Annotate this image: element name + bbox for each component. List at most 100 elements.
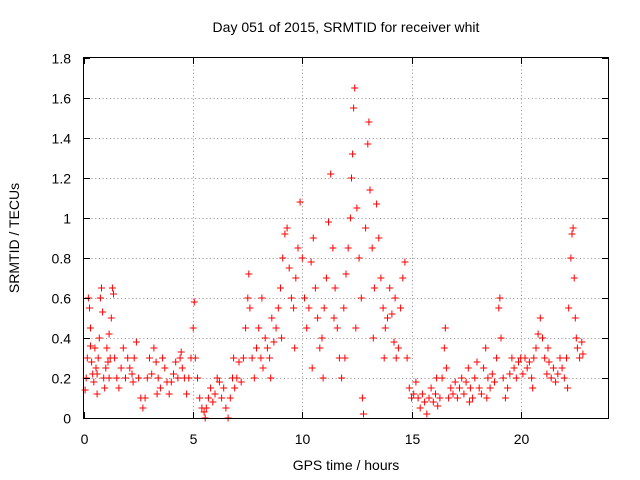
x-tick-label: 0 [81,431,89,447]
data-point [529,384,537,392]
data-point [504,384,512,392]
data-point [93,370,101,378]
data-point [483,394,491,402]
data-point [88,358,96,366]
data-point [355,254,363,262]
data-point [379,304,387,312]
data-point [365,118,373,126]
data-point [83,354,91,362]
data-point [183,390,191,398]
data-point [194,374,201,382]
data-point [152,358,160,366]
data-point [394,344,402,352]
data-point [211,390,219,398]
data-point [292,274,300,282]
data-point [311,284,319,292]
data-point [231,384,239,392]
data-point [209,398,217,406]
data-point [447,384,455,392]
data-point [165,390,173,398]
data-point [148,370,156,378]
data-point [381,324,389,332]
data-point [135,374,143,382]
data-point [283,224,291,232]
data-point [331,284,339,292]
data-point [388,310,396,318]
data-point [348,174,355,182]
y-tick-label: 0.4 [52,331,72,347]
y-tick-label: 1.2 [52,171,72,187]
data-point [245,270,253,278]
data-point [226,394,234,402]
data-point [341,354,349,362]
data-point [573,344,581,352]
y-tick-label: 1.6 [52,91,72,107]
data-point [117,364,125,372]
data-point [414,394,422,402]
data-point [167,378,175,386]
data-point [547,374,555,382]
data-point [416,404,424,412]
y-tick-label: 0.2 [52,371,72,387]
data-point [405,384,413,392]
data-point [429,398,437,406]
data-point [146,354,153,362]
data-point [445,394,453,402]
data-point [330,314,338,322]
data-point [350,104,358,112]
data-point [392,354,400,362]
data-point [506,370,514,378]
data-point [111,354,119,362]
data-point [218,394,226,402]
data-point [220,384,228,392]
data-point [528,374,536,382]
data-point [501,394,509,402]
data-point [107,314,115,322]
data-point [539,334,546,342]
data-point [560,374,568,382]
y-tick-label: 1.4 [52,131,72,147]
data-point [296,198,304,206]
data-point [480,364,488,372]
data-point [87,342,94,350]
data-point [113,374,121,382]
data-point [305,304,313,312]
data-point [571,314,579,322]
data-point [449,390,457,398]
axis-ticks [84,58,608,419]
data-point [486,384,494,392]
data-point [319,374,327,382]
data-point [434,402,442,410]
data-point [161,364,169,372]
data-point [357,294,365,302]
data-point [554,370,562,378]
data-point [425,394,433,402]
data-point [482,344,490,352]
data-point [423,410,431,418]
y-tick-label: 0.8 [52,251,72,267]
data-point [139,404,147,412]
data-point [493,354,501,362]
data-point [572,334,580,342]
data-point [460,390,468,398]
data-point [279,254,287,262]
data-point [491,378,498,386]
data-points [81,84,587,422]
data-point [143,374,151,382]
data-point [257,354,265,362]
data-point [156,384,164,392]
data-point [549,364,557,372]
data-point [353,204,361,212]
data-point [552,378,560,386]
data-point [141,394,149,402]
data-point [352,324,360,332]
data-point [261,334,269,342]
data-point [558,364,566,372]
data-point [565,304,573,312]
data-point [154,374,162,382]
data-point [213,374,221,382]
y-tick-label: 0.6 [52,291,72,307]
data-point [153,390,161,398]
data-point [427,384,435,392]
data-point [172,358,180,366]
